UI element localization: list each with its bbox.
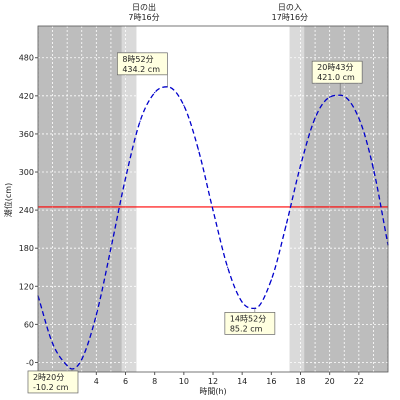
x-axis-label: 時間(h) — [199, 387, 226, 396]
annotation-time-3: 20時43分 — [317, 63, 353, 72]
night-shade-0 — [38, 26, 122, 372]
y-tick-label-240: 240 — [19, 206, 34, 215]
x-tick-label-12: 12 — [208, 377, 218, 386]
data-point-17 — [270, 279, 272, 281]
y-tick-label-300: 300 — [19, 168, 34, 177]
x-tick-label-8: 8 — [152, 377, 157, 386]
night-shade-1 — [121, 26, 137, 372]
annotation-time-1: 2時20分 — [33, 373, 64, 382]
annotation-box-3 — [311, 60, 363, 84]
data-point-7 — [124, 177, 127, 179]
annotation-level-0: 434.2 cm — [122, 65, 160, 74]
data-point-20 — [314, 117, 316, 119]
data-point-12 — [197, 149, 200, 151]
y-axis-label: 潮位(cm) — [3, 183, 13, 217]
data-point-21 — [329, 96, 331, 98]
data-point-13 — [212, 209, 214, 211]
annotation-level-2: 85.2 cm — [230, 324, 263, 333]
data-point-11 — [183, 104, 185, 106]
x-tick-label-18: 18 — [295, 377, 305, 386]
data-point-2 — [66, 365, 68, 367]
y-tick-label-60: 60 — [24, 320, 34, 329]
annotation-level-3: 421.0 cm — [317, 73, 355, 82]
y-tick-label-120: 120 — [19, 282, 34, 291]
y-tick-label-480: 480 — [19, 54, 34, 63]
x-tick-label-22: 22 — [354, 377, 364, 386]
y-tick-label-180: 180 — [19, 244, 34, 253]
y-tick-label-420: 420 — [19, 92, 34, 101]
data-point-8 — [139, 120, 141, 122]
sun-event-time-1: 17時16分 — [272, 13, 308, 22]
x-tick-label-4: 4 — [94, 377, 99, 386]
x-tick-label-14: 14 — [237, 377, 247, 386]
x-tick-label-20: 20 — [325, 377, 335, 386]
night-shade-3 — [304, 26, 388, 372]
data-point-18 — [285, 225, 287, 227]
data-point-19 — [299, 165, 302, 167]
data-point-24 — [372, 168, 375, 170]
x-tick-label-10: 10 — [179, 377, 189, 386]
annotation-time-2: 14時52分 — [230, 314, 266, 323]
x-tick-label-16: 16 — [266, 377, 276, 386]
y-tick-label-0: -0 — [26, 358, 34, 367]
data-point-9 — [154, 92, 156, 94]
annotation-time-0: 8時52分 — [122, 55, 153, 64]
data-point-15 — [241, 301, 243, 303]
night-shade-2 — [289, 26, 305, 372]
sun-event-time-0: 7時16分 — [128, 13, 159, 22]
data-point-4 — [81, 358, 83, 360]
extremum-annotation-1: 2時20分-10.2 cm — [27, 368, 79, 394]
annotation-box-1 — [27, 370, 79, 394]
x-tick-label-6: 6 — [123, 377, 128, 386]
data-point-14 — [226, 266, 229, 268]
data-point-5 — [95, 314, 97, 316]
sun-event-label-0: 日の出 — [132, 2, 156, 12]
annotation-box-0 — [117, 52, 168, 76]
data-point-23 — [358, 117, 360, 119]
y-tick-label-360: 360 — [19, 130, 34, 139]
data-point-1 — [51, 342, 54, 345]
sun-event-label-1: 日の入 — [278, 3, 302, 12]
data-point-6 — [110, 247, 112, 249]
annotation-level-1: -10.2 cm — [33, 383, 69, 392]
annotation-box-2 — [224, 312, 276, 335]
